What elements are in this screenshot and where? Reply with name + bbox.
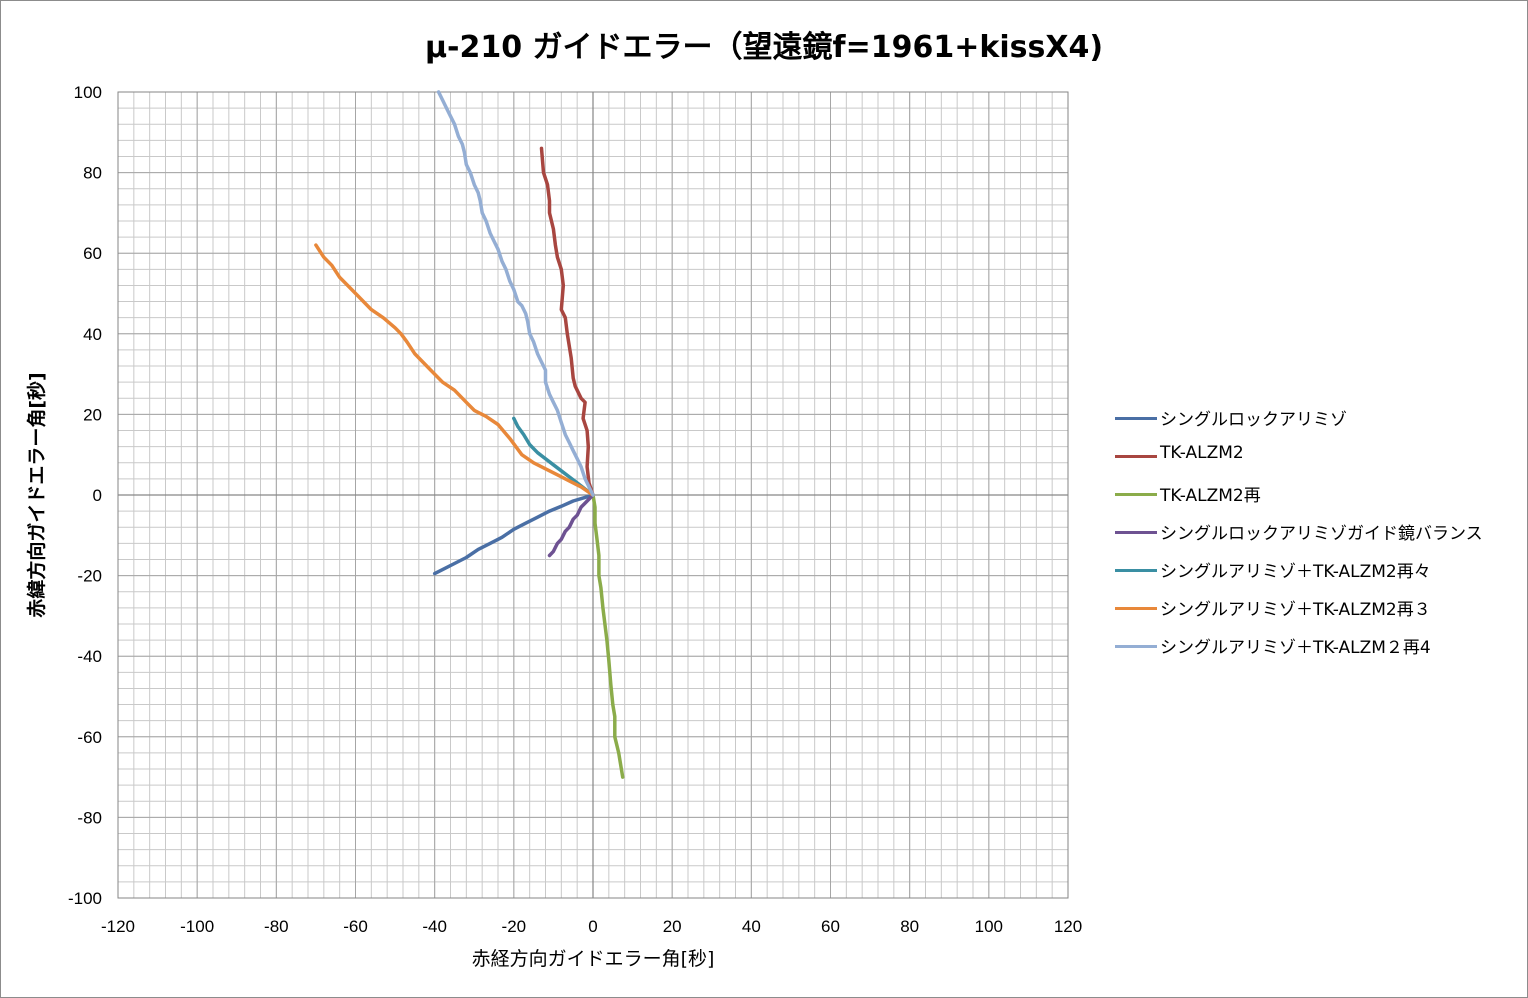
legend-item-5: シングルアリミゾ＋TK-ALZM2再々: [1115, 557, 1515, 595]
legend-item-6: シングルアリミゾ＋TK-ALZM2再３: [1115, 595, 1515, 633]
y-tick-label: 40: [83, 325, 102, 344]
series-line-4: [547, 493, 595, 558]
series-line-2: [539, 146, 595, 497]
y-tick-label: -80: [77, 808, 102, 827]
x-tick-label: -80: [264, 917, 289, 936]
legend-label: TK-ALZM2: [1160, 443, 1244, 463]
x-tick-label: -100: [180, 917, 214, 936]
y-tick-label: 20: [83, 405, 102, 424]
legend-swatch: [1115, 531, 1157, 534]
x-tick-label: 80: [900, 917, 919, 936]
legend-swatch: [1115, 455, 1157, 458]
legend-label: シングルロックアリミゾ: [1160, 410, 1347, 430]
legend-swatch: [1115, 417, 1157, 420]
legend-label: シングルロックアリミゾガイド鏡バランス: [1160, 524, 1483, 544]
legend-swatch: [1115, 607, 1157, 610]
series-line-3: [591, 493, 625, 779]
legend: シングルロックアリミゾ TK-ALZM2 TK-ALZM2再シングルロックアリミゾガ…: [1115, 405, 1515, 671]
x-tick-label: 0: [588, 917, 597, 936]
legend-label: シングルアリミゾ＋TK-ALZM２再4: [1160, 638, 1431, 658]
legend-swatch: [1115, 493, 1157, 496]
legend-label: TK-ALZM2再: [1160, 486, 1261, 506]
y-tick-label: 0: [93, 486, 102, 505]
x-tick-label: 60: [821, 917, 840, 936]
x-tick-label: -20: [502, 917, 527, 936]
y-tick-label: -100: [68, 889, 102, 908]
y-tick-label: -60: [77, 728, 102, 747]
chart-title: μ-210 ガイドエラー（望遠鏡f=1961+kissX4): [424, 30, 1104, 65]
series-line-7: [436, 90, 595, 497]
series-line-1: [432, 493, 595, 576]
legend-label: シングルアリミゾ＋TK-ALZM2再々: [1160, 562, 1431, 582]
x-tick-label: 40: [742, 917, 761, 936]
legend-item-2: TK-ALZM2: [1115, 443, 1515, 481]
y-tick-label: 100: [74, 83, 102, 102]
legend-swatch: [1115, 645, 1157, 648]
legend-item-4: シングルロックアリミゾガイド鏡バランス: [1115, 519, 1515, 557]
legend-swatch: [1115, 569, 1157, 572]
legend-item-3: TK-ALZM2再: [1115, 481, 1515, 519]
x-tick-label: 120: [1054, 917, 1082, 936]
x-tick-label: 20: [663, 917, 682, 936]
x-tick-label: -120: [101, 917, 135, 936]
legend-label: シングルアリミゾ＋TK-ALZM2再３: [1160, 600, 1431, 620]
y-tick-label: -20: [77, 567, 102, 586]
series-line-6: [314, 243, 595, 497]
legend-item-7: シングルアリミゾ＋TK-ALZM２再4: [1115, 633, 1515, 671]
y-tick-label: 80: [83, 164, 102, 183]
plot-border: [117, 91, 1069, 899]
y-tick-label: 60: [83, 244, 102, 263]
y-axis-title: 赤緯方向ガイドエラー角[秒]: [26, 372, 48, 618]
x-tick-label: -40: [422, 917, 447, 936]
y-tick-label: -40: [77, 647, 102, 666]
x-tick-label: -60: [343, 917, 368, 936]
legend-item-1: シングルロックアリミゾ: [1115, 405, 1515, 443]
x-axis-title: 赤経方向ガイドエラー角[秒]: [471, 948, 715, 970]
x-tick-label: 100: [975, 917, 1003, 936]
